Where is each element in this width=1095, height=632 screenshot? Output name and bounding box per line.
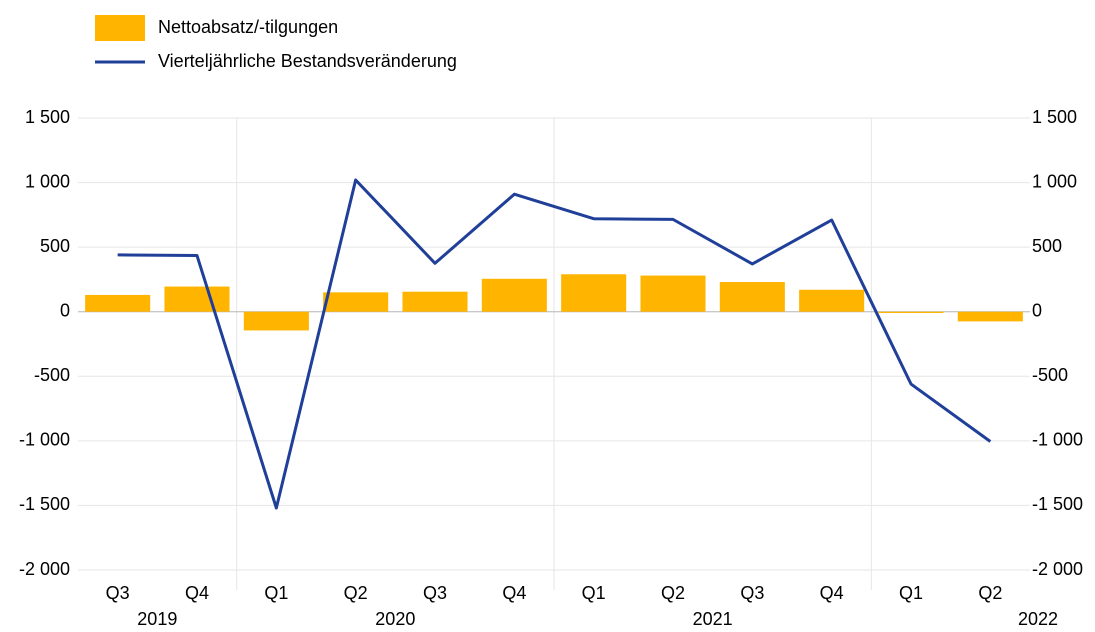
x-tick-label: Q2 bbox=[344, 583, 368, 603]
legend-label: Nettoabsatz/-tilgungen bbox=[158, 17, 338, 37]
year-label: 2022 bbox=[1018, 609, 1058, 629]
x-tick-label: Q3 bbox=[106, 583, 130, 603]
year-label: 2019 bbox=[137, 609, 177, 629]
x-tick-label: Q4 bbox=[820, 583, 844, 603]
y-tick-label: 1 000 bbox=[25, 171, 70, 191]
y-tick-label: -2 000 bbox=[19, 559, 70, 579]
year-label: 2020 bbox=[375, 609, 415, 629]
x-tick-label: Q2 bbox=[661, 583, 685, 603]
year-label: 2021 bbox=[693, 609, 733, 629]
x-tick-label: Q3 bbox=[423, 583, 447, 603]
y2-tick-label: 1 000 bbox=[1032, 171, 1077, 191]
y2-tick-label: -1 000 bbox=[1032, 430, 1083, 450]
x-tick-label: Q2 bbox=[978, 583, 1002, 603]
bar bbox=[402, 291, 468, 312]
bar bbox=[164, 286, 230, 312]
bar bbox=[561, 274, 627, 312]
bar bbox=[85, 294, 151, 312]
bar bbox=[243, 311, 309, 331]
x-tick-label: Q4 bbox=[502, 583, 526, 603]
y-tick-label: -500 bbox=[34, 365, 70, 385]
line bbox=[117, 178, 992, 510]
bar bbox=[323, 292, 389, 312]
x-tick-label: Q1 bbox=[582, 583, 606, 603]
y2-tick-label: -1 500 bbox=[1032, 494, 1083, 514]
y2-tick-label: 1 500 bbox=[1032, 107, 1077, 127]
y2-tick-label: 0 bbox=[1032, 300, 1042, 320]
x-tick-label: Q1 bbox=[264, 583, 288, 603]
bar bbox=[878, 311, 944, 314]
y-tick-label: 0 bbox=[60, 300, 70, 320]
bar bbox=[481, 278, 547, 312]
y-tick-label: 500 bbox=[40, 236, 70, 256]
x-tick-label: Q1 bbox=[899, 583, 923, 603]
y-tick-label: 1 500 bbox=[25, 107, 70, 127]
bar bbox=[719, 282, 785, 312]
y2-tick-label: -2 000 bbox=[1032, 559, 1083, 579]
x-tick-label: Q4 bbox=[185, 583, 209, 603]
bar bbox=[957, 311, 1023, 322]
legend-swatch bbox=[95, 15, 145, 41]
bar bbox=[799, 289, 865, 312]
y-tick-label: -1 000 bbox=[19, 430, 70, 450]
x-tick-label: Q3 bbox=[740, 583, 764, 603]
y-tick-label: -1 500 bbox=[19, 494, 70, 514]
legend-label: Vierteljährliche Bestandsveränderung bbox=[158, 51, 457, 71]
y2-tick-label: -500 bbox=[1032, 365, 1068, 385]
bar bbox=[640, 275, 706, 312]
y2-tick-label: 500 bbox=[1032, 236, 1062, 256]
